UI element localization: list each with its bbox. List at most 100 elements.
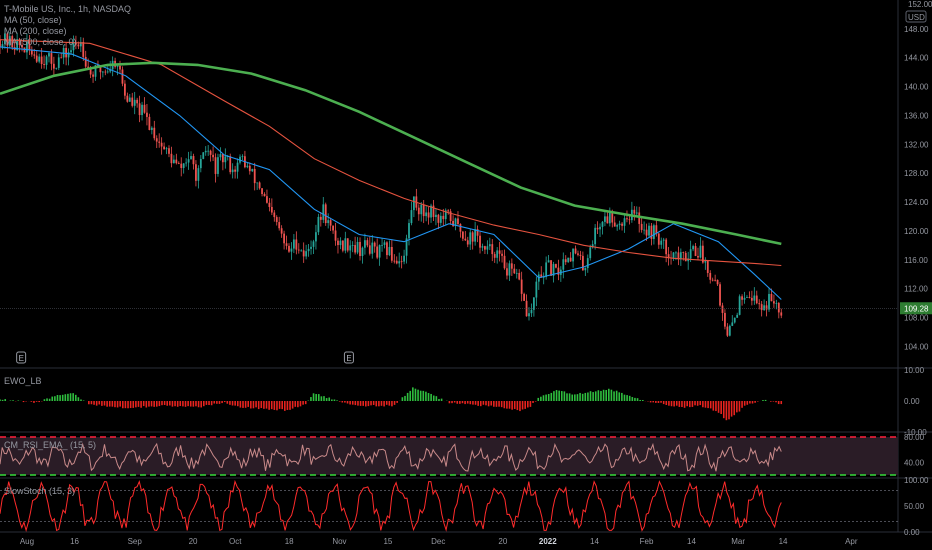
- candle-body: [75, 42, 77, 45]
- price-tick-label: 144.00: [904, 54, 929, 63]
- ewo-bar: [649, 401, 652, 403]
- ewo-bar: [553, 391, 555, 401]
- price-tick-label: 136.00: [904, 111, 929, 120]
- candle-body: [50, 53, 53, 64]
- ewo-bar: [189, 401, 192, 407]
- candle-body: [65, 47, 68, 58]
- ewo-bar: [338, 401, 341, 402]
- ewo-bar: [22, 401, 25, 403]
- candle-body: [33, 54, 36, 56]
- candle-body: [643, 229, 646, 231]
- ewo-bar: [370, 401, 372, 406]
- candle-body: [616, 225, 619, 227]
- candle-body: [665, 239, 668, 255]
- candle-body: [471, 232, 474, 242]
- ewo-bar: [414, 388, 417, 401]
- ewo-bar: [124, 401, 127, 409]
- last-price-label: 109.28: [904, 304, 929, 313]
- candle-body: [373, 242, 376, 247]
- ewo-bar: [521, 401, 524, 410]
- ewo-bar: [511, 401, 513, 410]
- candle-body: [770, 293, 773, 302]
- ewo-bar: [169, 401, 171, 406]
- ewo-bar: [182, 401, 184, 407]
- ewo-bar: [730, 401, 733, 417]
- ewo-bar: [90, 401, 93, 405]
- candle-body: [209, 150, 212, 155]
- candle-body: [89, 68, 92, 75]
- ewo-bar: [618, 392, 621, 401]
- ewo-bar: [346, 401, 349, 404]
- candle-body: [317, 216, 320, 233]
- ewo-bar: [438, 398, 440, 401]
- ewo-bar: [101, 401, 103, 406]
- candle-body: [390, 246, 393, 261]
- candle-body: [393, 260, 396, 262]
- ewo-bar: [354, 401, 357, 406]
- ewo-bar: [208, 401, 210, 405]
- ewo-bar: [589, 391, 592, 401]
- candle-body: [72, 42, 75, 51]
- x-tick-label: 18: [285, 537, 294, 546]
- ewo-bar: [378, 401, 380, 407]
- candle-body: [349, 245, 352, 251]
- ewo-bar: [506, 401, 508, 409]
- candle-body: [368, 245, 371, 254]
- candle-body: [288, 245, 290, 252]
- ewo-bar: [425, 391, 427, 401]
- candle-body: [701, 245, 704, 263]
- candle-body: [733, 317, 736, 323]
- ewo-bar: [176, 401, 179, 407]
- candle-body: [461, 231, 464, 239]
- candle-body: [381, 244, 383, 246]
- candle-body: [163, 146, 165, 150]
- ewo-bar: [602, 389, 605, 401]
- candle-body: [3, 33, 6, 45]
- candle-body: [547, 260, 550, 263]
- ewo-bar: [380, 401, 383, 406]
- candle-body: [248, 165, 251, 172]
- ewo-bar: [236, 401, 239, 407]
- ewo-bar: [524, 401, 526, 409]
- ewo-bar: [574, 394, 576, 401]
- ewo-bar: [294, 401, 297, 407]
- ewo-bar: [135, 401, 137, 408]
- ewo-bar: [98, 401, 101, 405]
- candle-body: [704, 260, 707, 263]
- candle-body: [312, 241, 315, 247]
- candle-body: [525, 300, 528, 317]
- ewo-bar: [770, 401, 772, 402]
- ewo-bar: [179, 401, 182, 407]
- ewo-bar: [299, 401, 302, 407]
- ewo-bar: [205, 401, 208, 405]
- candle-body: [746, 297, 748, 298]
- ewo-bar: [780, 401, 783, 405]
- candle-body: [613, 222, 616, 227]
- ewo-bar: [43, 399, 46, 401]
- candle-body: [760, 304, 763, 311]
- candle-body: [327, 220, 330, 224]
- ewo-bar: [725, 401, 728, 421]
- ewo-bar: [226, 401, 229, 404]
- candle-body: [474, 229, 477, 242]
- ewo-bar: [61, 394, 64, 401]
- candle-body: [488, 244, 491, 247]
- ewo-bar: [341, 401, 344, 403]
- candle-body: [126, 95, 129, 102]
- ewo-bar: [158, 401, 161, 407]
- ewo-bar: [80, 399, 82, 401]
- ewo-bar: [192, 401, 195, 407]
- stoch-tick-label: 100.00: [904, 476, 929, 485]
- candle-body: [251, 168, 254, 172]
- candle-body: [420, 204, 423, 215]
- ewo-bar: [255, 401, 257, 408]
- ewo-bar: [532, 401, 534, 403]
- candle-body: [667, 254, 670, 258]
- ewo-bar: [171, 401, 174, 407]
- rsi-title: CM_RSI_EMA_ (15, 5): [4, 440, 97, 450]
- ewo-bar: [456, 401, 459, 404]
- price-tick-label: 120.00: [904, 227, 929, 236]
- price-tick-label: 132.00: [904, 140, 929, 149]
- ewo-bar: [406, 392, 409, 401]
